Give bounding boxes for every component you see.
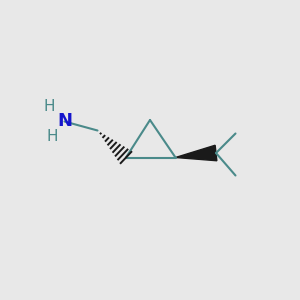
Text: H: H — [44, 99, 55, 114]
Polygon shape — [176, 145, 217, 161]
Text: H: H — [47, 129, 58, 144]
Text: N: N — [57, 112, 72, 130]
